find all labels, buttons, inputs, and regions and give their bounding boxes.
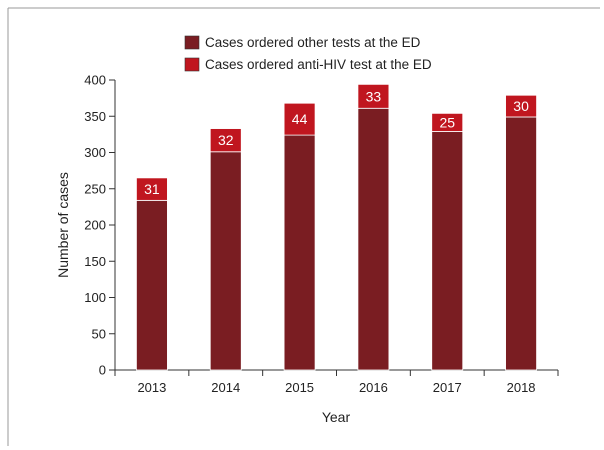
y-tick-label: 150	[84, 254, 106, 269]
x-tick-label: 2014	[211, 380, 240, 395]
y-tick-label: 0	[99, 363, 106, 378]
legend-label-other-tests: Cases ordered other tests at the ED	[205, 35, 421, 50]
y-tick-label: 100	[84, 290, 106, 305]
y-tick-label: 300	[84, 145, 106, 160]
x-axis-title: Year	[322, 409, 351, 425]
y-tick-label: 400	[84, 73, 106, 88]
bar-anti-hiv	[357, 83, 390, 109]
x-tick-label: 2015	[285, 380, 314, 395]
bar-value-label: 31	[144, 181, 160, 197]
bar-other-tests	[283, 134, 316, 371]
x-axis-ticks: 2013 2014 2015 2016 2017 2018	[114, 370, 559, 395]
legend-swatch-anti-hiv	[184, 57, 200, 72]
bar-anti-hiv	[136, 177, 168, 201]
bar-other-tests	[357, 107, 390, 371]
bar-value-label: 32	[218, 132, 234, 148]
y-axis-ticks: 0 50 100 150 200 250 300 350 400	[84, 73, 115, 378]
bar-anti-hiv	[505, 94, 537, 118]
bar-other-tests	[136, 199, 168, 371]
legend-swatch-other-tests	[184, 35, 200, 50]
bar-anti-hiv	[209, 128, 242, 153]
bar-value-label: 33	[366, 88, 382, 104]
x-tick-label: 2013	[137, 380, 166, 395]
bar-anti-hiv	[431, 112, 464, 132]
y-tick-label: 350	[84, 109, 106, 124]
y-axis-title: Number of cases	[55, 172, 71, 278]
bar-anti-hiv	[283, 102, 316, 136]
bar-other-tests	[209, 151, 242, 371]
x-tick-label: 2018	[507, 380, 536, 395]
x-tick-label: 2017	[433, 380, 462, 395]
bar-value-label: 25	[439, 114, 455, 130]
y-tick-label: 250	[84, 181, 106, 196]
y-tick-label: 50	[92, 326, 106, 341]
bar-value-label: 44	[292, 111, 308, 127]
legend-label-anti-hiv: Cases ordered anti-HIV test at the ED	[205, 57, 432, 72]
bar-other-tests	[505, 116, 537, 371]
bar-other-tests	[431, 131, 464, 371]
legend: Cases ordered other tests at the ED Case…	[184, 35, 432, 72]
bar-value-label: 30	[513, 98, 529, 114]
x-tick-label: 2016	[359, 380, 388, 395]
y-tick-label: 200	[84, 218, 106, 233]
bars: 31 32 44 33 25 30	[136, 83, 537, 371]
